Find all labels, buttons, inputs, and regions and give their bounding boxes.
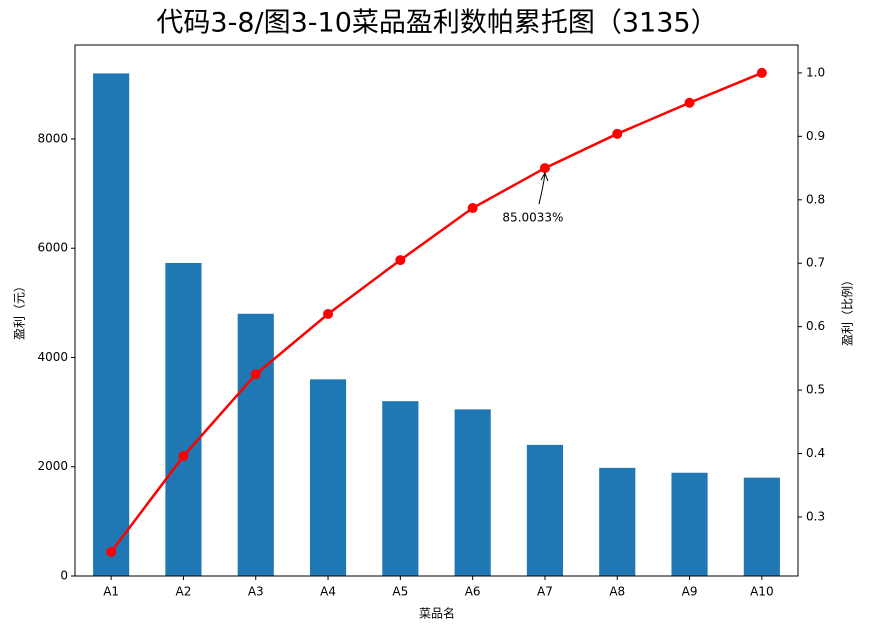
x-tick-label: A3 <box>248 585 264 599</box>
line-point <box>684 97 695 108</box>
y2-tick-label: 0.4 <box>806 446 825 460</box>
line-point <box>323 308 334 319</box>
bar <box>599 467 636 576</box>
bar <box>743 477 780 576</box>
line-point <box>612 128 623 139</box>
x-tick-label: A9 <box>682 585 698 599</box>
x-tick-label: A4 <box>320 585 336 599</box>
y-tick-label: 6000 <box>37 241 68 255</box>
bar <box>165 262 202 576</box>
y-tick-label: 2000 <box>37 459 68 473</box>
bar <box>237 313 274 576</box>
bar <box>454 409 491 576</box>
x-tick-label: A8 <box>609 585 625 599</box>
line-point <box>395 255 406 266</box>
bar <box>382 401 419 576</box>
line-point <box>467 203 478 214</box>
line-point <box>539 163 550 174</box>
x-axis-label: 菜品名 <box>419 606 455 621</box>
y-axis-label: 盈利（元） <box>13 280 27 340</box>
y2-tick-label: 1.0 <box>806 65 825 79</box>
plot-frame <box>74 44 799 577</box>
annotation-arrowhead <box>540 171 549 182</box>
line-point <box>178 451 189 462</box>
y2-tick-label: 0.6 <box>806 319 825 333</box>
x-tick-label: A1 <box>103 585 119 599</box>
y2-tick-label: 0.7 <box>806 256 825 270</box>
chart-title: 代码3-8/图3-10菜品盈利数帕累托图（3135） <box>156 8 717 39</box>
y-tick-label: 0 <box>60 569 68 583</box>
bar <box>671 472 708 576</box>
annotation: 85.0033% <box>502 211 563 225</box>
annotation-arrow <box>538 174 546 205</box>
x-tick-label: A2 <box>176 585 192 599</box>
y-tick-label: 4000 <box>37 350 68 364</box>
x-tick-label: A6 <box>465 585 481 599</box>
y-tick-label: 8000 <box>37 131 68 145</box>
x-tick-label: A10 <box>750 585 773 599</box>
line <box>110 71 763 553</box>
y2-tick-label: 0.8 <box>806 192 825 206</box>
bar <box>526 444 564 576</box>
x-tick-label: A7 <box>537 585 553 599</box>
bar <box>309 379 347 576</box>
bar <box>93 73 130 576</box>
y2-tick-label: 0.9 <box>806 129 825 143</box>
y2-axis-label: 盈利（比例） <box>841 274 855 346</box>
y2-tick-label: 0.3 <box>806 510 825 524</box>
line-point <box>250 369 261 380</box>
line-point <box>106 546 117 557</box>
line-point <box>756 67 767 78</box>
x-tick-label: A5 <box>392 585 408 599</box>
y2-tick-label: 0.5 <box>806 383 825 397</box>
